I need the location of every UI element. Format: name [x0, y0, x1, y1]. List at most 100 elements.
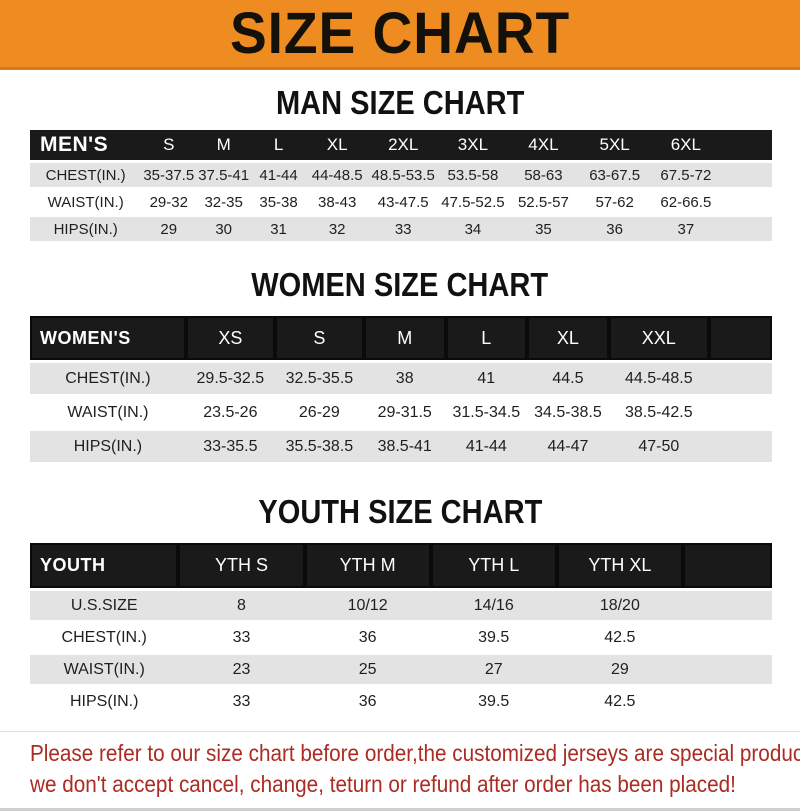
size-chart-banner: SIZE CHART [0, 0, 800, 70]
youth-column-header: YTH XL [556, 543, 683, 588]
men-size-value: 43-47.5 [368, 190, 439, 214]
men-section-heading: MAN SIZE CHART [0, 86, 800, 119]
youth-row-spacer [682, 591, 772, 620]
women-size-value: 47-50 [608, 431, 709, 462]
men-size-value: 32 [306, 217, 369, 241]
men-row-label: WAIST(IN.) [30, 190, 142, 214]
women-size-value: 26-29 [274, 397, 364, 428]
disclaimer-line-2-text: we don't accept cancel, change, teturn o… [30, 771, 736, 797]
men-size-table: MEN'S S M L XL 2XL 3XL 4XL 5XL 6XL CHEST(IN.) 35-37… [30, 127, 772, 244]
men-column-header: 6XL [650, 130, 722, 160]
men-row-spacer [721, 217, 772, 241]
disclaimer-line-2: we don't accept cancel, change, teturn o… [30, 769, 800, 800]
men-table-row: CHEST(IN.) 35-37.5 37.5-41 41-44 44-48.5 48.5… [30, 163, 772, 187]
women-size-value: 23.5-26 [185, 397, 275, 428]
youth-row-label: HIPS(IN.) [30, 687, 179, 716]
youth-column-header: YTH M [304, 543, 431, 588]
men-size-value: 35 [507, 217, 580, 241]
youth-size-value: 39.5 [430, 623, 557, 652]
men-column-header: 4XL [507, 130, 580, 160]
women-table-header-row: WOMEN'S XS S M L XL XXL [30, 316, 772, 360]
women-column-header: XXL [608, 316, 709, 360]
women-table-label: WOMEN'S [30, 316, 186, 360]
women-row-spacer [708, 431, 772, 462]
women-table-row: HIPS(IN.) 33-35.5 35.5-38.5 38.5-41 41-44 44-… [30, 431, 772, 462]
men-column-header: L [251, 130, 307, 160]
youth-column-header: YTH S [178, 543, 305, 588]
women-size-value: 38 [363, 363, 446, 394]
youth-row-label: CHEST(IN.) [30, 623, 179, 652]
men-table-header-row: MEN'S S M L XL 2XL 3XL 4XL 5XL 6XL [30, 130, 772, 160]
youth-size-value: 33 [178, 687, 305, 716]
youth-size-value: 29 [556, 655, 683, 684]
women-row-spacer [708, 363, 772, 394]
men-size-value: 35-37.5 [141, 163, 197, 187]
women-size-value: 32.5-35.5 [274, 363, 364, 394]
men-size-value: 41-44 [251, 163, 307, 187]
youth-row-label: U.S.SIZE [30, 591, 179, 620]
men-row-spacer [721, 190, 772, 214]
men-size-value: 63-67.5 [579, 163, 651, 187]
women-size-value: 34.5-38.5 [527, 397, 609, 428]
youth-size-value: 10/12 [304, 591, 431, 620]
men-table-label: MEN'S [30, 130, 142, 160]
men-size-value: 37.5-41 [196, 163, 252, 187]
youth-row-spacer [682, 655, 772, 684]
men-size-value: 34 [438, 217, 508, 241]
men-size-value: 33 [368, 217, 439, 241]
women-column-header: XS [185, 316, 275, 360]
women-section-heading: WOMEN SIZE CHART [0, 268, 800, 301]
men-size-value: 36 [579, 217, 651, 241]
men-size-value: 37 [650, 217, 722, 241]
youth-section-heading-text: YOUTH SIZE CHART [258, 493, 542, 530]
youth-size-value: 39.5 [430, 687, 557, 716]
youth-table-header-row: YOUTH YTH S YTH M YTH L YTH XL [30, 543, 772, 588]
men-row-label: CHEST(IN.) [30, 163, 142, 187]
men-header-spacer [721, 130, 772, 160]
youth-row-label: WAIST(IN.) [30, 655, 179, 684]
women-column-header: L [445, 316, 528, 360]
men-table-row: WAIST(IN.) 29-32 32-35 35-38 38-43 43-47.5 47.… [30, 190, 772, 214]
men-size-value: 30 [196, 217, 252, 241]
youth-size-value: 27 [430, 655, 557, 684]
disclaimer-line-1-text: Please refer to our size chart before or… [30, 740, 800, 766]
men-size-value: 62-66.5 [650, 190, 722, 214]
women-column-header: XL [527, 316, 609, 360]
men-size-value: 29-32 [141, 190, 197, 214]
men-row-spacer [721, 163, 772, 187]
men-column-header: XL [306, 130, 369, 160]
youth-size-value: 42.5 [556, 623, 683, 652]
men-size-value: 47.5-52.5 [438, 190, 508, 214]
youth-size-value: 14/16 [430, 591, 557, 620]
youth-table-row: U.S.SIZE 8 10/12 14/16 18/20 [30, 591, 772, 620]
youth-size-value: 36 [304, 623, 431, 652]
women-size-value: 38.5-42.5 [608, 397, 709, 428]
women-size-value: 29.5-32.5 [185, 363, 275, 394]
women-header-spacer [708, 316, 772, 360]
youth-table-row: CHEST(IN.) 33 36 39.5 42.5 [30, 623, 772, 652]
youth-size-value: 23 [178, 655, 305, 684]
men-row-label: HIPS(IN.) [30, 217, 142, 241]
women-size-value: 44-47 [527, 431, 609, 462]
section-women: WOMEN SIZE CHART WOMEN'S XS S M L XL XXL CHEST(… [0, 268, 800, 465]
youth-column-header: YTH L [430, 543, 557, 588]
men-size-value: 38-43 [306, 190, 369, 214]
women-row-spacer [708, 397, 772, 428]
men-size-value: 31 [251, 217, 307, 241]
youth-size-value: 42.5 [556, 687, 683, 716]
women-size-value: 29-31.5 [363, 397, 446, 428]
men-size-value: 35-38 [251, 190, 307, 214]
men-size-value: 58-63 [507, 163, 580, 187]
women-size-value: 38.5-41 [363, 431, 446, 462]
men-size-value: 53.5-58 [438, 163, 508, 187]
men-section-heading-text: MAN SIZE CHART [275, 84, 525, 121]
men-size-value: 29 [141, 217, 197, 241]
women-size-value: 41 [445, 363, 528, 394]
women-row-label: HIPS(IN.) [30, 431, 186, 462]
women-column-header: M [363, 316, 446, 360]
women-size-value: 31.5-34.5 [445, 397, 528, 428]
men-column-header: 5XL [579, 130, 651, 160]
men-column-header: 3XL [438, 130, 508, 160]
men-size-value: 44-48.5 [306, 163, 369, 187]
women-size-table: WOMEN'S XS S M L XL XXL CHEST(IN.) 29.5-32.5 32.5… [30, 313, 772, 465]
